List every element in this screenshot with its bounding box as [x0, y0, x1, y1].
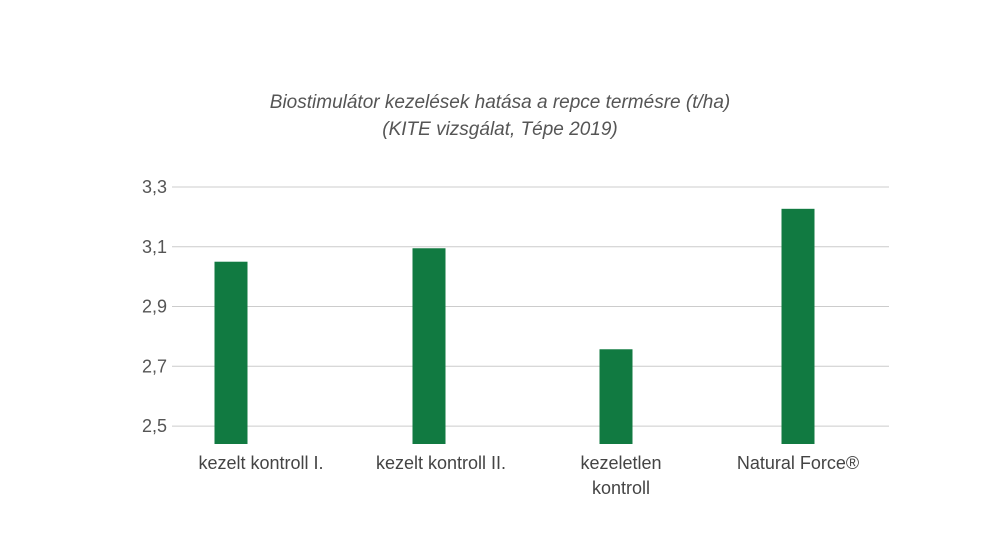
- x-category-label: kezeletlen: [580, 453, 661, 473]
- x-category-label: kezelt kontroll II.: [376, 453, 506, 473]
- bar: [412, 248, 446, 444]
- x-category-label: kontroll: [592, 478, 650, 498]
- y-tick-label: 3,1: [142, 237, 167, 257]
- y-tick-label: 2,9: [142, 297, 167, 317]
- y-tick-label: 2,7: [142, 356, 167, 376]
- bar: [599, 349, 633, 444]
- chart-title-line-1: Biostimulátor kezelések hatása a repce t…: [269, 92, 731, 113]
- y-tick-label: 3,3: [142, 177, 167, 197]
- x-category-label: kezelt kontroll I.: [198, 453, 323, 473]
- bar: [214, 261, 248, 444]
- y-tick-label: 2,5: [142, 416, 167, 436]
- chart-title-line-2: (KITE vizsgálat, Tépe 2019): [382, 119, 618, 140]
- bar: [781, 208, 815, 444]
- x-category-label: Natural Force®: [737, 453, 859, 473]
